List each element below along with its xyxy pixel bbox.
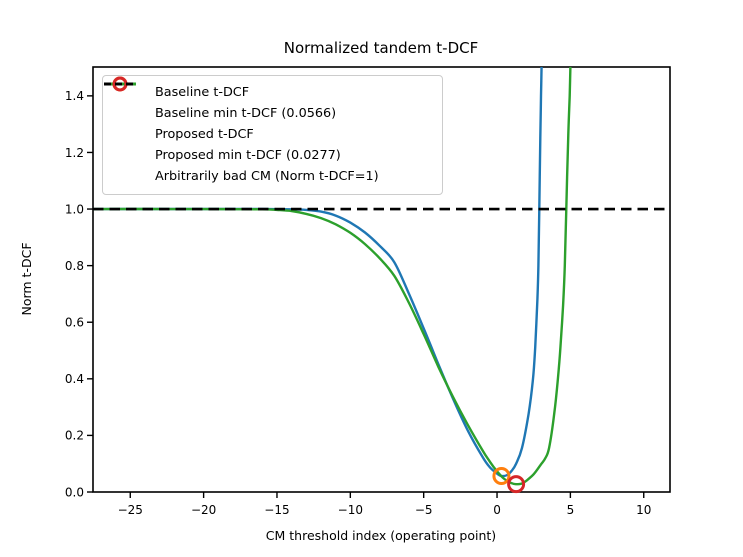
plot-border (92, 66, 671, 493)
x-tick-label: −5 (415, 503, 433, 517)
baseline-min-marker (492, 466, 511, 485)
y-tick-label: 0.8 (65, 259, 84, 273)
legend-label: Proposed min t-DCF (0.0277) (155, 148, 341, 164)
legend-label: Baseline t-DCF (155, 85, 250, 101)
x-tick-label: −10 (338, 503, 363, 517)
y-tick-label: 1.4 (65, 89, 84, 103)
y-tick-label: 1.2 (65, 146, 84, 160)
line-swatch-icon (104, 82, 146, 144)
legend-label: Arbitrarily bad CM (Norm t-DCF=1) (155, 169, 379, 185)
x-tick-label: −15 (264, 503, 289, 517)
x-tick-label: 5 (567, 503, 575, 517)
legend-item-proposed-curve: Proposed t-DCF (104, 82, 433, 146)
dashed-line-swatch-icon (104, 82, 146, 186)
y-tick-label: 0.6 (65, 316, 84, 330)
legend: Baseline t-DCF Baseline min t-DCF (0.0566… (102, 75, 443, 195)
x-axis-label: CM threshold index (operating point) (266, 528, 496, 543)
proposed-min-marker (507, 475, 526, 494)
chart-title: Normalized tandem t-DCF (284, 39, 479, 57)
legend-label: Proposed t-DCF (155, 127, 254, 143)
circle-marker-swatch-icon (112, 76, 146, 165)
x-tick-label: −25 (118, 503, 143, 517)
y-tick-label: 0.4 (65, 372, 84, 386)
y-axis-label: Norm t-DCF (19, 242, 34, 315)
baseline-curve (93, 67, 543, 478)
legend-label: Baseline min t-DCF (0.0566) (155, 106, 337, 122)
proposed-curve (93, 67, 572, 486)
x-tick-label: −20 (191, 503, 216, 517)
y-tick-label: 0.2 (65, 429, 84, 443)
legend-item-baseline-curve: Baseline t-DCF (104, 82, 433, 104)
legend-item-baseline-min-marker: Baseline min t-DCF (0.0566) (112, 76, 433, 125)
x-tick-label: 10 (636, 503, 651, 517)
circle-marker-swatch-icon (112, 76, 146, 123)
legend-item-bad-cm-reference-line: Arbitrarily bad CM (Norm t-DCF=1) (104, 82, 433, 188)
y-tick-label: 1.0 (65, 202, 84, 216)
x-tick-label: 0 (493, 503, 501, 517)
legend-item-proposed-min-marker: Proposed min t-DCF (0.0277) (112, 76, 433, 167)
y-tick-label: 0.0 (65, 485, 84, 499)
